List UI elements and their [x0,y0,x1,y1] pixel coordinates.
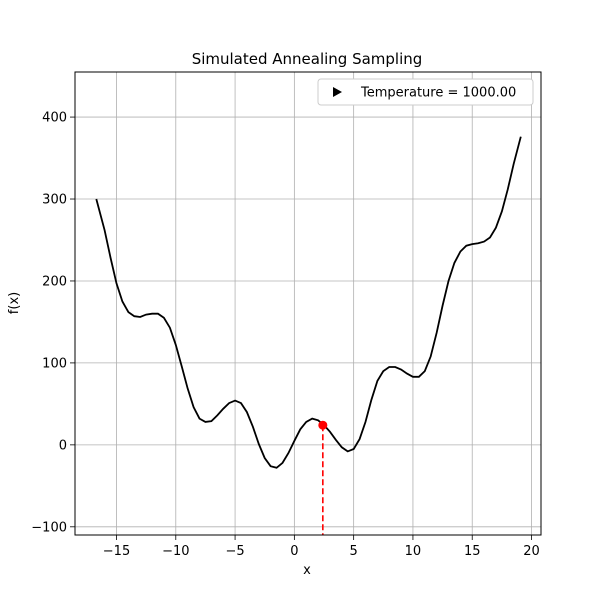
legend-label: Temperature = 1000.00 [360,86,516,101]
x-ticks: −15 −10 −5 0 5 10 15 20 [103,535,540,559]
legend-box [317,78,534,106]
chart-title: Simulated Annealing Sampling [192,50,423,68]
y-tick-label: 300 [42,193,67,208]
x-tick-label: 20 [523,544,540,559]
x-tick-label: −5 [225,544,244,559]
sample-point [318,420,328,430]
y-tick-label: 400 [42,111,67,126]
y-axis-label: f(x) [7,292,22,314]
series [95,136,522,535]
legend: Temperature = 1000.00 [317,78,534,106]
x-tick-label: −10 [162,544,189,559]
y-tick-label: 0 [59,438,67,453]
legend-marker-triangle-icon [333,87,342,97]
x-tick-label: 10 [405,544,422,559]
x-tick-label: 15 [464,544,481,559]
y-tick-label: −100 [31,520,67,535]
y-ticks: −100 0 100 200 300 400 [31,111,75,535]
grid [75,72,541,535]
x-tick-label: 5 [350,544,358,559]
function-curve [95,136,522,469]
x-tick-label: 0 [290,544,298,559]
y-tick-label: 200 [42,274,67,289]
x-tick-label: −15 [103,544,130,559]
y-tick-label: 100 [42,356,67,371]
plot-frame [74,71,542,536]
x-axis-label: x [303,563,311,578]
